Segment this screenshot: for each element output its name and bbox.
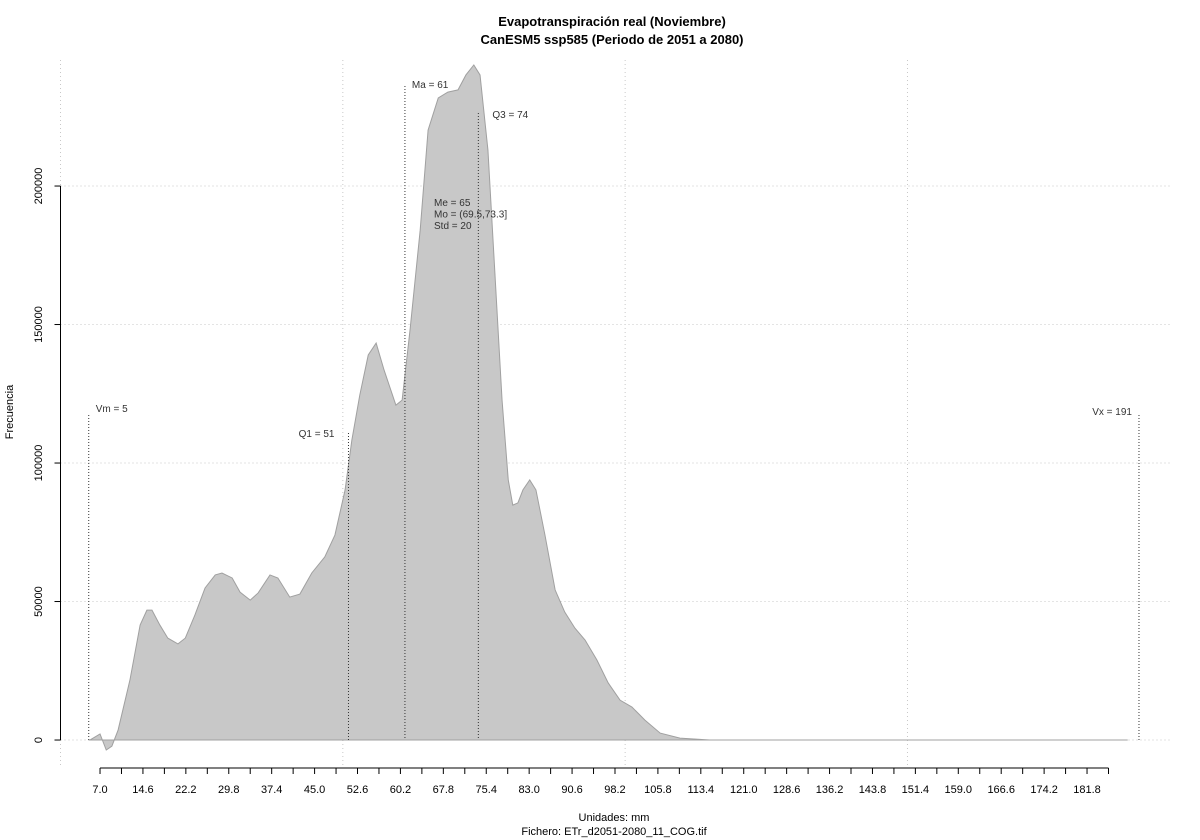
caption: Fichero: ETr_d2051-2080_11_COG.tif bbox=[521, 826, 707, 838]
x-tick-label: 143.8 bbox=[859, 784, 887, 796]
stat-label: Mo = (69.5,73.3] bbox=[434, 210, 507, 221]
x-tick-label: 105.8 bbox=[644, 784, 672, 796]
x-tick-label: 67.8 bbox=[433, 784, 454, 796]
x-tick-label: 45.0 bbox=[304, 784, 325, 796]
x-tick-label: 52.6 bbox=[347, 784, 368, 796]
x-tick-label: 14.6 bbox=[132, 784, 153, 796]
stat-label: Me = 65 bbox=[434, 198, 471, 209]
y-tick-label: 50000 bbox=[33, 586, 45, 617]
y-axis-label: Frecuencia bbox=[4, 384, 16, 439]
x-tick-label: 22.2 bbox=[175, 784, 196, 796]
stat-label: Std = 20 bbox=[434, 221, 472, 232]
x-tick-label: 121.0 bbox=[730, 784, 758, 796]
marker-label: Vx = 191 bbox=[1092, 407, 1132, 418]
x-tick-label: 29.8 bbox=[218, 784, 239, 796]
x-tick-label: 113.4 bbox=[687, 784, 714, 796]
x-tick-label: 75.4 bbox=[476, 784, 497, 796]
marker-label: Ma = 61 bbox=[412, 80, 449, 91]
marker-label: Vm = 5 bbox=[96, 404, 128, 415]
x-axis-label: Unidades: mm bbox=[579, 812, 650, 824]
x-tick-label: 166.6 bbox=[987, 784, 1015, 796]
x-tick-label: 136.2 bbox=[816, 784, 844, 796]
x-tick-label: 90.6 bbox=[561, 784, 582, 796]
x-tick-label: 159.0 bbox=[945, 784, 973, 796]
y-tick-label: 0 bbox=[33, 737, 45, 743]
marker-label: Q1 = 51 bbox=[299, 429, 335, 440]
chart-title: Evapotranspiración real (Noviembre) bbox=[498, 14, 726, 29]
y-tick-label: 150000 bbox=[33, 306, 45, 343]
y-tick-label: 100000 bbox=[33, 445, 45, 482]
x-tick-label: 98.2 bbox=[604, 784, 625, 796]
marker-label: Q3 = 74 bbox=[492, 110, 528, 121]
chart-subtitle: CanESM5 ssp585 (Periodo de 2051 a 2080) bbox=[480, 32, 743, 47]
x-tick-label: 7.0 bbox=[92, 784, 107, 796]
x-tick-label: 181.8 bbox=[1073, 784, 1101, 796]
density-area bbox=[88, 64, 1128, 751]
x-tick-label: 174.2 bbox=[1030, 784, 1058, 796]
x-tick-label: 151.4 bbox=[902, 784, 930, 796]
x-tick-label: 83.0 bbox=[518, 784, 539, 796]
x-tick-label: 60.2 bbox=[390, 784, 411, 796]
x-tick-label: 128.6 bbox=[773, 784, 801, 796]
x-tick-label: 37.4 bbox=[261, 784, 282, 796]
y-tick-label: 200000 bbox=[33, 168, 45, 205]
